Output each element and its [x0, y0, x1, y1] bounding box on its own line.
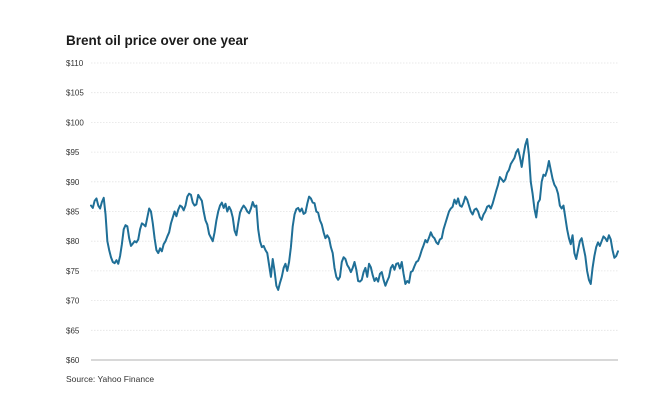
y-tick-label: $100	[66, 118, 84, 127]
y-tick-label: $95	[66, 148, 80, 157]
y-tick-label: $105	[66, 89, 84, 98]
price-series	[90, 138, 619, 291]
y-tick-label: $80	[66, 237, 80, 246]
y-tick-label: $65	[66, 326, 80, 335]
y-tick-label: $60	[66, 356, 80, 365]
y-tick-label: $75	[66, 267, 80, 276]
series-line-0	[90, 138, 619, 291]
gridlines	[91, 62, 618, 361]
source-note: Source: Yahoo Finance	[66, 374, 155, 384]
y-tick-label: $90	[66, 178, 80, 187]
y-tick-label: $70	[66, 297, 80, 306]
chart-title: Brent oil price over one year	[66, 33, 249, 48]
y-tick-label: $110	[66, 59, 84, 68]
y-tick-label: $85	[66, 208, 80, 217]
y-axis-tick-labels: $110 $105 $100 $95 $90 $85 $80 $75 $70 $65 $60	[66, 59, 84, 365]
